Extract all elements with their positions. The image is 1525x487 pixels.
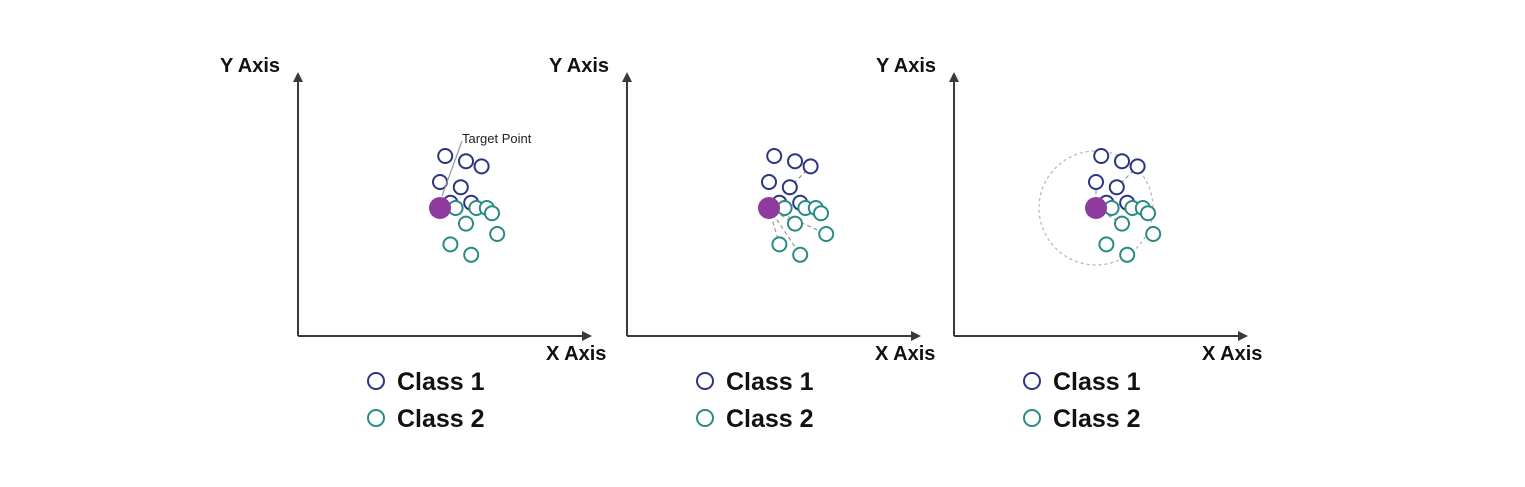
class1-point bbox=[1114, 153, 1130, 170]
class2-legend-label: Class 2 bbox=[726, 405, 814, 433]
class1-legend-label: Class 1 bbox=[397, 368, 485, 396]
class2-point bbox=[458, 215, 474, 232]
class1-point bbox=[1108, 179, 1125, 196]
class1-point bbox=[458, 153, 474, 170]
class2-point bbox=[1119, 246, 1136, 263]
class2-legend-icon bbox=[1023, 409, 1041, 427]
class1-point bbox=[781, 179, 798, 196]
x-axis-label: X Axis bbox=[875, 343, 935, 365]
class2-legend-icon bbox=[367, 409, 385, 427]
target-point-label: Target Point bbox=[462, 131, 532, 146]
target-point bbox=[429, 197, 451, 219]
class1-legend-icon bbox=[696, 372, 714, 390]
y-axis-arrow bbox=[622, 72, 632, 82]
class1-legend-icon bbox=[367, 372, 385, 390]
class1-legend-label: Class 1 bbox=[1053, 368, 1141, 396]
class2-legend-icon bbox=[696, 409, 714, 427]
class1-legend-icon bbox=[1023, 372, 1041, 390]
panel-3: Y Axis X Axis Class 1 Class 2 bbox=[876, 55, 1262, 433]
class1-point bbox=[787, 153, 803, 170]
panel-2: Y Axis X Axis Class 1 Class 2 bbox=[549, 55, 935, 433]
class2-point bbox=[787, 215, 803, 232]
class2-point bbox=[1140, 205, 1156, 222]
class2-point bbox=[792, 246, 809, 263]
x-axis-arrow bbox=[582, 331, 592, 341]
class2-point bbox=[1145, 226, 1162, 242]
y-axis-label: Y Axis bbox=[876, 55, 936, 77]
target-point-leader bbox=[441, 140, 463, 197]
class1-point bbox=[473, 158, 490, 175]
class1-point bbox=[1088, 174, 1104, 190]
neighbor-line bbox=[768, 207, 796, 225]
class1-legend-label: Class 1 bbox=[726, 368, 814, 396]
panel-1: Y Axis X Axis Target Point Class 1 Class 2 bbox=[220, 55, 606, 433]
neighbor-line bbox=[1095, 207, 1123, 225]
class1-point bbox=[766, 148, 783, 164]
class2-point bbox=[484, 205, 500, 222]
class1-point bbox=[452, 179, 469, 196]
x-axis-arrow bbox=[911, 331, 921, 341]
class1-point bbox=[437, 148, 454, 164]
class2-point bbox=[463, 246, 480, 263]
target-point bbox=[1085, 197, 1107, 219]
class2-point bbox=[1098, 236, 1115, 253]
x-axis-arrow bbox=[1238, 331, 1248, 341]
class1-point bbox=[761, 174, 777, 190]
class2-point bbox=[813, 205, 829, 222]
x-axis-label: X Axis bbox=[1202, 343, 1262, 365]
class2-point bbox=[489, 226, 506, 242]
y-axis-label: Y Axis bbox=[220, 55, 280, 77]
y-axis-label: Y Axis bbox=[549, 55, 609, 77]
class1-point bbox=[802, 158, 819, 175]
y-axis-arrow bbox=[949, 72, 959, 82]
class2-point bbox=[1114, 215, 1130, 232]
class2-legend-label: Class 2 bbox=[1053, 405, 1141, 433]
class2-point bbox=[442, 236, 459, 253]
target-point bbox=[758, 197, 780, 219]
x-axis-label: X Axis bbox=[546, 343, 606, 365]
y-axis-arrow bbox=[293, 72, 303, 82]
class1-point bbox=[1093, 148, 1110, 164]
class2-legend-label: Class 2 bbox=[397, 405, 485, 433]
class2-point bbox=[771, 236, 788, 253]
class2-point bbox=[818, 226, 835, 242]
class1-point bbox=[1129, 158, 1146, 175]
